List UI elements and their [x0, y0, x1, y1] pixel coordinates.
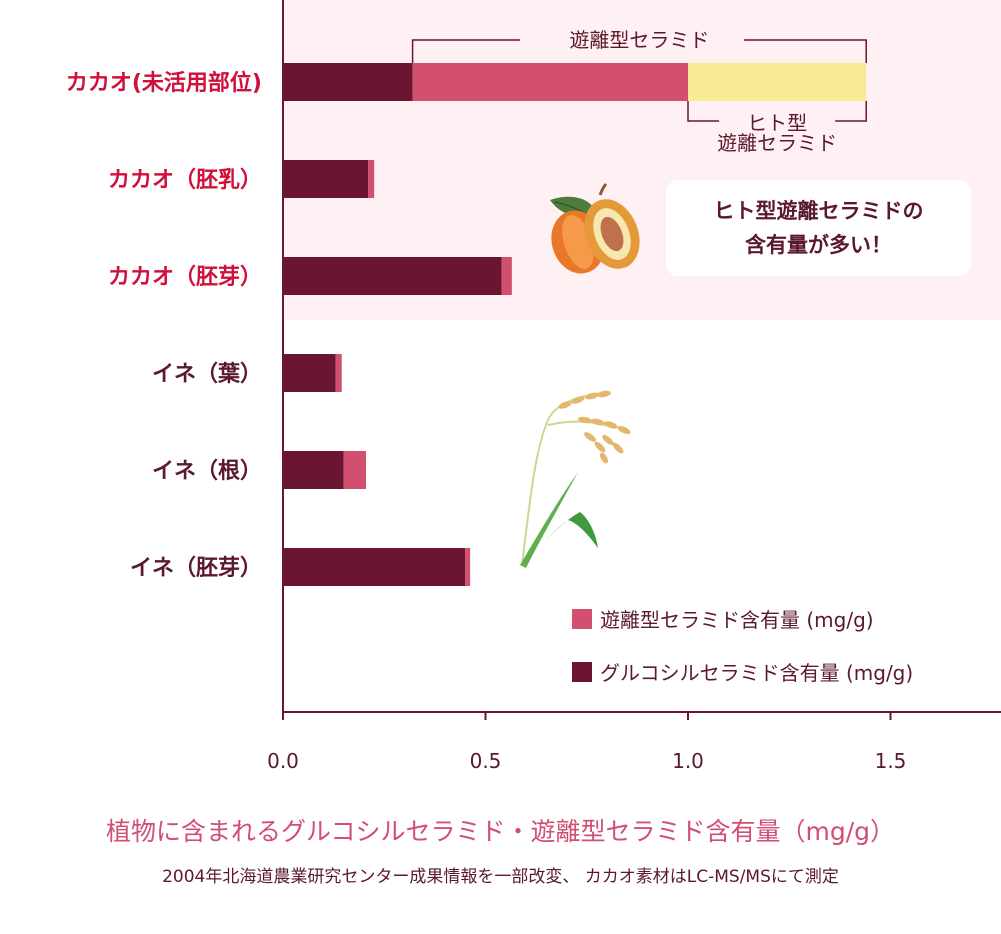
category-label-4: イネ（根） — [152, 459, 262, 484]
bar-0-series-2 — [688, 63, 867, 101]
category-label-0: カカオ(未活用部位) — [66, 70, 262, 96]
bar-5-series-1 — [465, 548, 471, 586]
rice-plant-icon — [520, 390, 631, 568]
legend-item-free: 遊離型セラミド含有量 (mg/g) — [572, 604, 874, 633]
bar-2-series-0 — [283, 257, 502, 295]
callout-line-2: 含有量が多い！ — [745, 233, 892, 257]
bar-4-series-0 — [283, 451, 344, 489]
category-label-3: イネ（葉） — [152, 362, 262, 387]
callout-box: ヒト型遊離セラミドの 含有量が多い！ — [666, 180, 971, 276]
bar-1-series-1 — [368, 160, 375, 198]
chart-source: 2004年北海道農業研究センター成果情報を一部改変、 カカオ素材はLC-MS/M… — [162, 867, 839, 887]
x-tick-label-2: 1.0 — [672, 749, 704, 773]
legend-swatch-gluco — [572, 661, 592, 682]
legend-label-gluco: グルコシルセラミド含有量 (mg/g) — [600, 661, 914, 685]
bar-4-series-1 — [343, 451, 367, 489]
bracket-label-bg — [719, 113, 836, 157]
legend-item-gluco: グルコシルセラミド含有量 (mg/g) — [572, 657, 913, 686]
category-label-1: カカオ（胚乳） — [108, 167, 262, 193]
category-label-5: イネ（胚芽） — [130, 556, 262, 581]
callout-line-1: ヒト型遊離セラミドの — [713, 199, 924, 223]
bar-0-series-0 — [283, 63, 413, 101]
bar-0-series-1 — [412, 63, 688, 101]
x-tick-label-0: 0.0 — [267, 749, 299, 773]
bar-1-series-0 — [283, 160, 369, 198]
chart-title: 植物に含まれるグルコシルセラミド・遊離型セラミド含有量（mg/g） — [105, 817, 896, 846]
bracket-bottom-label-1: 遊離セラミド — [717, 131, 837, 155]
cacao-pod-icon — [550, 182, 640, 274]
legend-label-free: 遊離型セラミド含有量 (mg/g) — [600, 608, 874, 632]
legend-swatch-free — [572, 608, 592, 629]
category-label-2: カカオ（胚芽） — [108, 265, 262, 290]
bracket-top-label: 遊離型セラミド — [569, 28, 709, 52]
bar-3-series-1 — [335, 354, 342, 392]
bar-2-series-1 — [501, 257, 512, 295]
x-tick-label-1: 0.5 — [470, 749, 502, 773]
bracket-bottom-label-0: ヒト型 — [747, 111, 807, 135]
x-tick-label-3: 1.5 — [875, 749, 907, 773]
bar-5-series-0 — [283, 548, 466, 586]
bracket-free-ceramide — [411, 39, 867, 63]
bar-3-series-0 — [283, 354, 336, 392]
bar-chart: カカオ(未活用部位) カカオ（胚乳） カカオ（胚芽） イネ（葉） イネ（根） イネ（胚芽）… — [66, 0, 1001, 773]
